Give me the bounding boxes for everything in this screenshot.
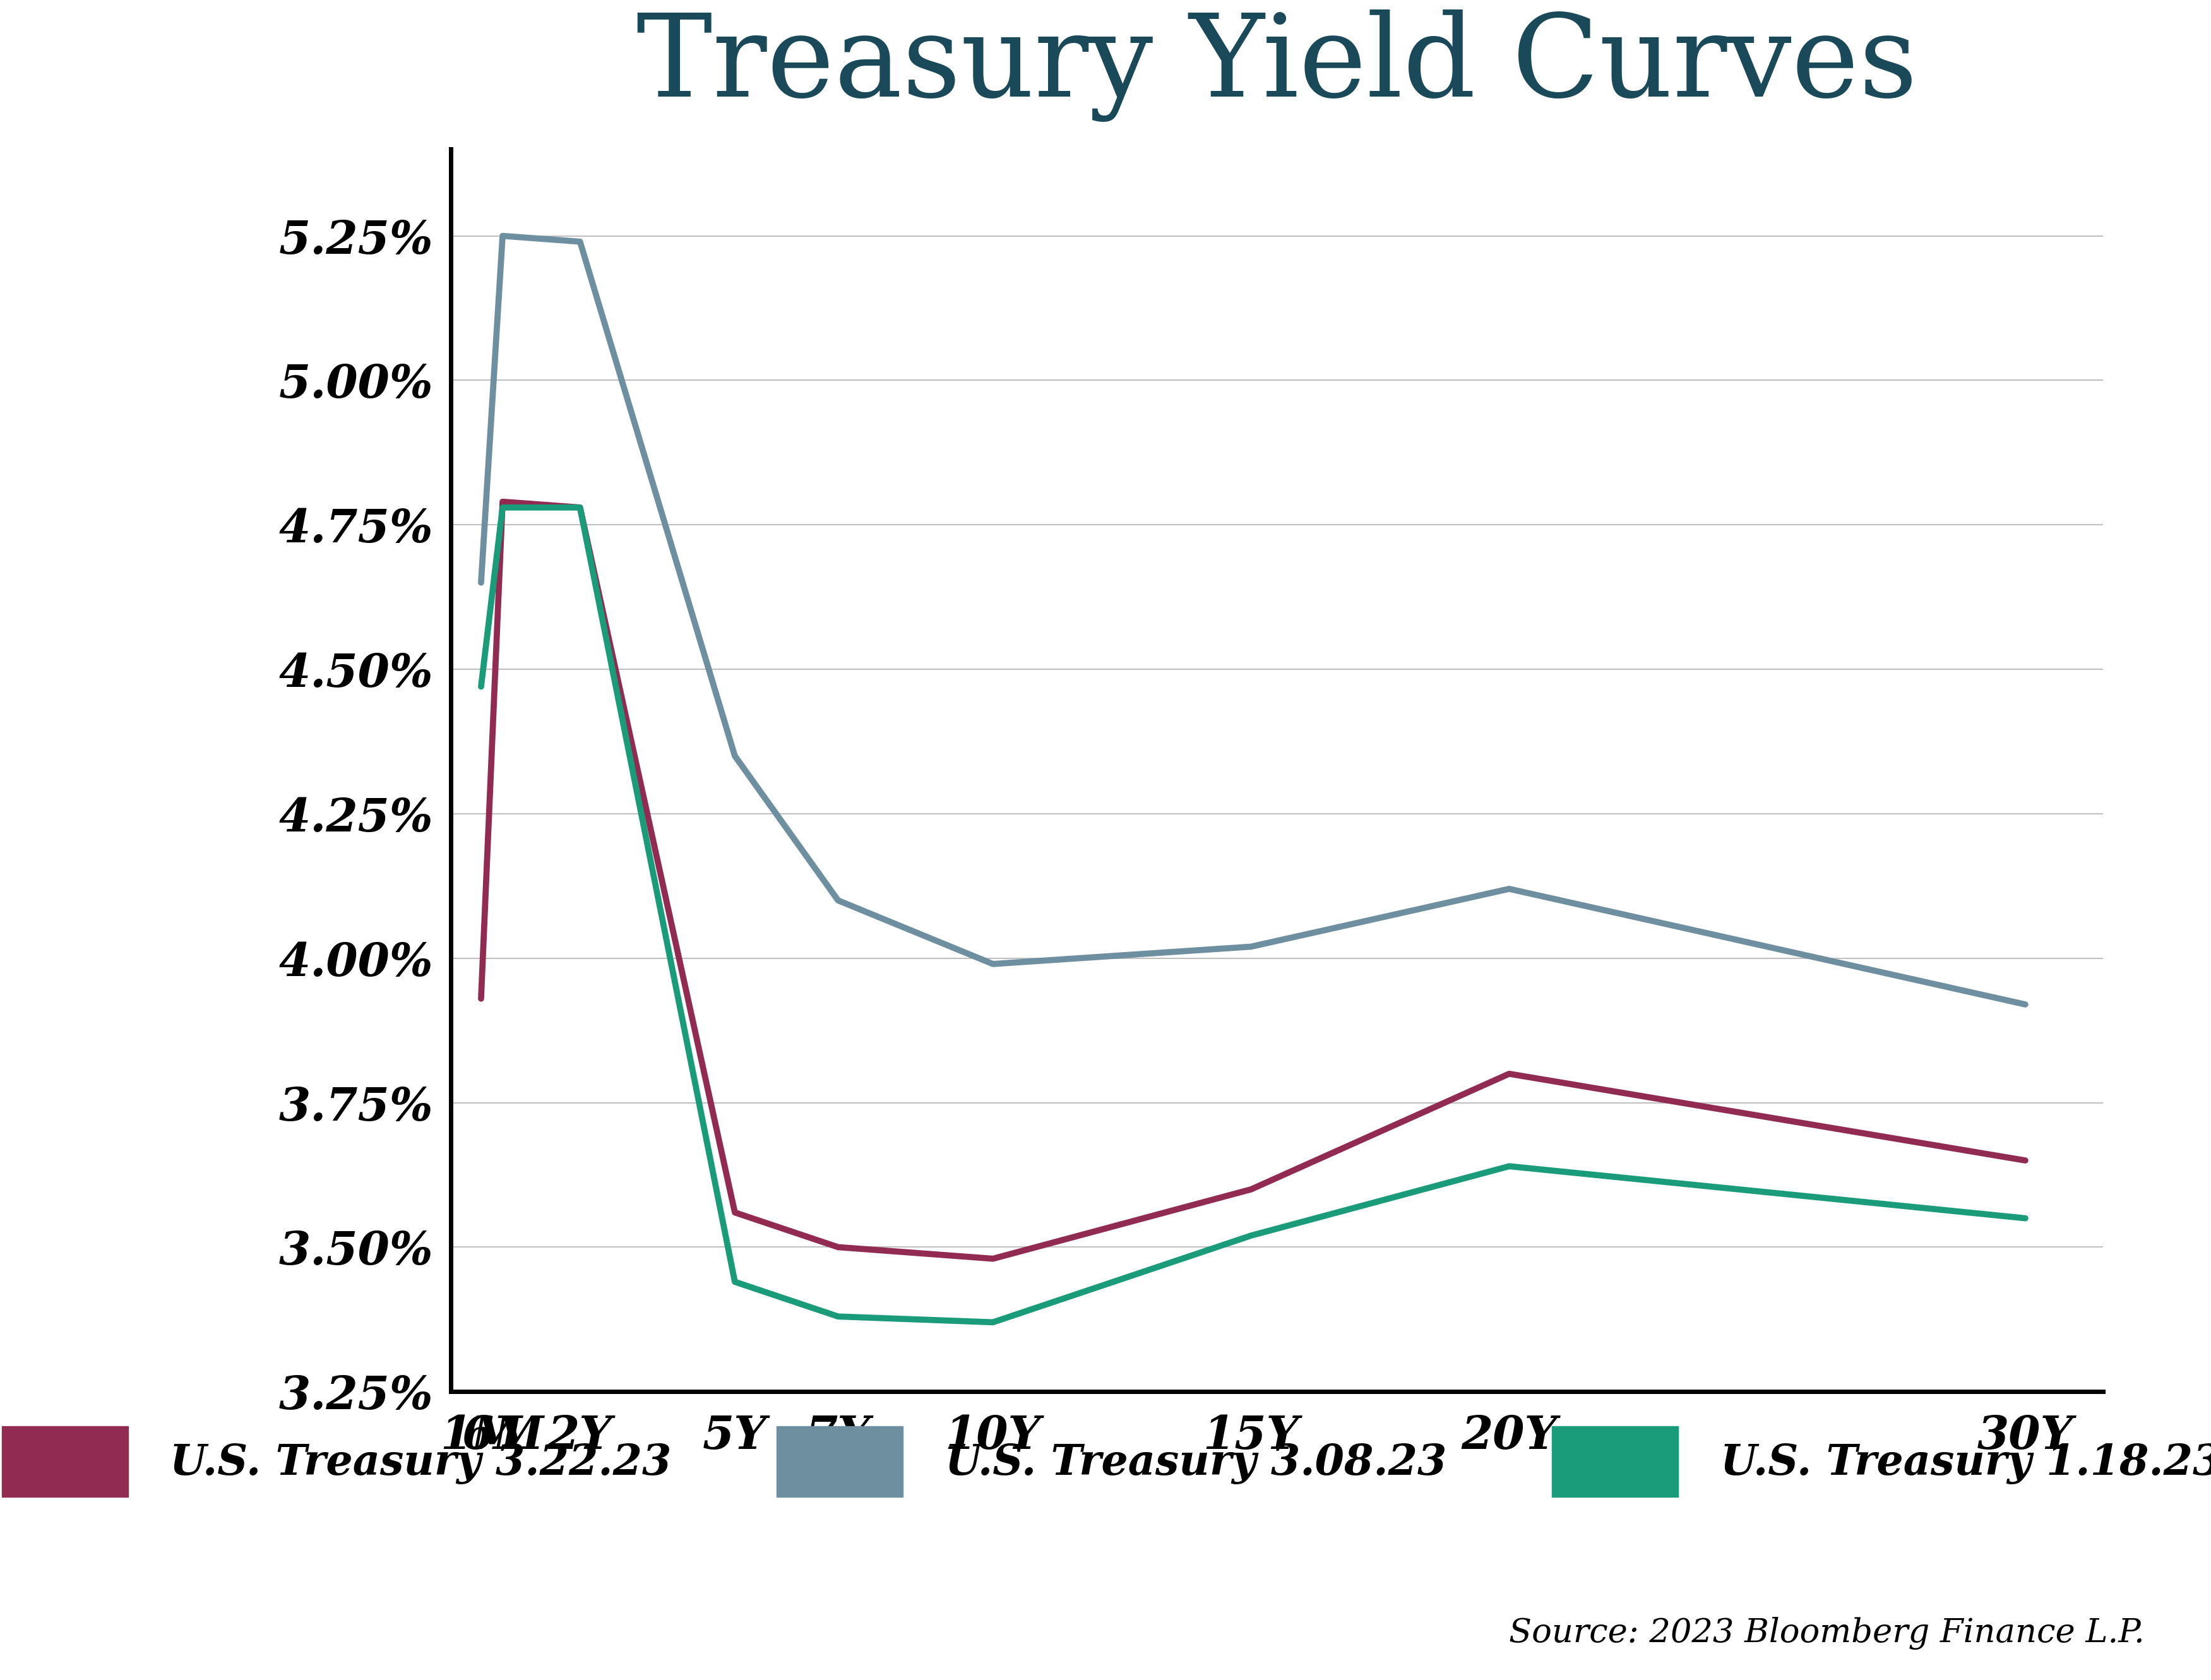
Title: Treasury Yield Curves: Treasury Yield Curves (637, 10, 1917, 123)
Legend: U.S. Treasury 3.22.23, U.S. Treasury 3.08.23, U.S. Treasury 1.18.23: U.S. Treasury 3.22.23, U.S. Treasury 3.0… (0, 1410, 2211, 1514)
Text: Source: 2023 Bloomberg Finance L.P.: Source: 2023 Bloomberg Finance L.P. (1510, 1616, 2145, 1650)
